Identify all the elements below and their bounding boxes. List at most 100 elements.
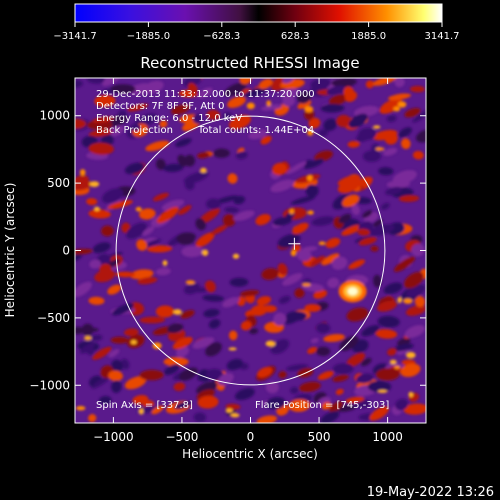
heatmap-cell: [206, 198, 221, 210]
heatmap-cell: [394, 365, 400, 369]
colorbar-tick-label: 3141.7: [425, 31, 460, 42]
heatmap-cell: [375, 329, 398, 339]
heatmap-cell: [86, 198, 98, 206]
heatmap-cell: [202, 249, 209, 256]
heatmap-cell: [155, 305, 175, 318]
heatmap-cell: [159, 120, 168, 128]
heatmap-cell: [358, 127, 377, 141]
heatmap-cell: [75, 253, 83, 263]
heatmap-cell: [156, 206, 179, 224]
y-tick-label: 0: [62, 244, 70, 258]
heatmap-cell: [200, 167, 207, 173]
heatmap-cell: [311, 216, 335, 226]
heatmap-cell: [163, 364, 180, 376]
heatmap-cell: [215, 195, 239, 204]
heatmap-cell: [206, 368, 224, 380]
colorbar-tick-label: −628.3: [203, 31, 240, 42]
heatmap-cell: [369, 224, 395, 237]
heatmap-cell: [208, 319, 221, 329]
heatmap-cell: [118, 110, 127, 117]
heatmap-cell: [155, 267, 171, 276]
heatmap-cell: [277, 263, 288, 276]
heatmap-cell: [88, 296, 105, 305]
heatmap-cell: [403, 298, 413, 304]
heatmap-cell: [240, 320, 252, 331]
heatmap-cell: [321, 401, 332, 410]
heatmap-cell: [373, 125, 381, 129]
heatmap-cell: [255, 213, 271, 226]
footer-timestamp: 19-May-2022 13:26: [367, 485, 494, 500]
heatmap-cell: [227, 173, 238, 184]
annotation-method: Back Projection: [96, 125, 173, 136]
heatmap-cell: [280, 88, 299, 99]
heatmap-cell: [282, 273, 303, 286]
y-tick-label: −1000: [29, 378, 70, 392]
heatmap-cell: [204, 280, 216, 293]
heatmap-cell: [161, 199, 185, 211]
heatmap-cell: [365, 80, 375, 89]
heatmap-cell: [172, 336, 193, 350]
x-axis-label: Heliocentric X (arcsec): [182, 447, 318, 461]
heatmap-cell: [178, 367, 198, 381]
heatmap-cell: [310, 78, 331, 90]
heatmap-cell: [307, 346, 318, 354]
heatmap-cell: [184, 179, 195, 190]
heatmap-cell: [351, 204, 360, 216]
heatmap-cell: [195, 218, 206, 231]
heatmap-cell: [75, 326, 85, 335]
y-tick-label: 1000: [39, 109, 70, 123]
heatmap-cell: [86, 78, 105, 84]
heatmap-cell: [266, 396, 286, 410]
heatmap-cell: [175, 138, 192, 147]
heatmap-cell: [92, 242, 111, 254]
heatmap-cell: [167, 323, 184, 334]
heatmap-cell: [272, 162, 287, 176]
heatmap-cell: [228, 347, 237, 351]
heatmap-cell: [222, 214, 236, 227]
heatmap-cell: [232, 253, 240, 259]
heatmap-cell: [301, 283, 311, 287]
heatmap-cell: [331, 256, 348, 270]
heatmap-cell: [261, 268, 279, 280]
heatmap-cell: [362, 210, 373, 218]
x-tick-label: −500: [165, 430, 198, 444]
heatmap-cell: [99, 395, 112, 405]
heatmap-cell: [412, 150, 424, 160]
heatmap-cell: [378, 167, 394, 176]
heatmap-cell: [261, 305, 277, 313]
heatmap-cell: [225, 403, 241, 410]
heatmap-cell: [299, 381, 321, 393]
heatmap-cell: [177, 205, 192, 215]
spin-axis-label: Spin Axis = [337.8]: [96, 400, 193, 411]
heatmap-cell: [226, 358, 243, 371]
heatmap-cell: [358, 237, 377, 246]
heatmap-cell: [405, 305, 426, 316]
heatmap-cell: [384, 131, 398, 145]
heatmap-cell: [213, 148, 230, 158]
heatmap-cell: [393, 343, 414, 352]
heatmap-cell: [370, 245, 379, 252]
heatmap-cell: [128, 83, 152, 95]
y-tick-label: −500: [37, 311, 70, 325]
heatmap-cell: [138, 408, 144, 415]
heatmap-cell: [163, 357, 189, 367]
heatmap-cell: [101, 188, 124, 204]
heatmap-cell: [239, 78, 252, 85]
heatmap-cell: [291, 196, 316, 205]
heatmap-cell: [304, 304, 321, 312]
heatmap-cell: [307, 174, 313, 182]
heatmap-cell: [335, 388, 344, 395]
heatmap-cell: [124, 162, 145, 175]
colorbar-tick-label: −3141.7: [53, 31, 96, 42]
x-tick-label: −1000: [93, 430, 134, 444]
heatmap-cell: [399, 195, 420, 202]
heatmap-cell: [196, 152, 210, 159]
heatmap-cell: [88, 129, 113, 137]
heatmap-cell: [357, 228, 370, 236]
heatmap-cell: [85, 345, 95, 356]
heatmap-cell: [265, 381, 279, 394]
heatmap-cell: [304, 106, 314, 113]
heatmap-cell: [75, 80, 83, 88]
heatmap-cell: [130, 123, 141, 132]
heatmap-cell: [183, 78, 202, 88]
